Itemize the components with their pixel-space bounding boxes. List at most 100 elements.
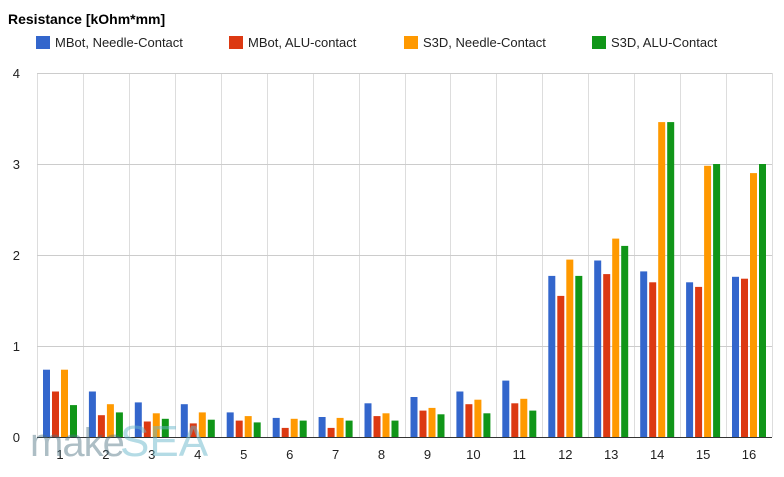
bar-series3-cat9 <box>428 407 436 437</box>
x-tick-label: 8 <box>378 447 385 462</box>
legend: MBot, Needle-Contact MBot, ALU-contact S3D… <box>36 35 718 50</box>
bar-series1-cat9 <box>410 397 418 437</box>
legend-swatch-3 <box>404 36 418 49</box>
bar-series4-cat11 <box>529 410 537 437</box>
bar-series2-cat8 <box>373 416 381 437</box>
bar-series3-cat7 <box>336 417 344 437</box>
grid <box>37 73 773 438</box>
x-tick-label: 11 <box>513 447 527 462</box>
bar-series2-cat3 <box>143 421 151 437</box>
y-tick-label: 0 <box>13 430 20 445</box>
x-tick-label: 6 <box>286 447 293 462</box>
bar-series2-cat13 <box>603 274 611 437</box>
y-tick-label: 1 <box>13 339 20 354</box>
bar-series3-cat16 <box>750 173 757 437</box>
bar-series3-cat10 <box>474 399 482 437</box>
bar-series3-cat12 <box>566 259 574 437</box>
bar-series4-cat6 <box>299 420 307 437</box>
bar-series4-cat8 <box>391 420 399 437</box>
x-tick-label: 13 <box>604 447 618 462</box>
bar-series3-cat13 <box>612 238 620 437</box>
legend-label-3: S3D, Needle-Contact <box>423 35 546 50</box>
bar-series4-cat15 <box>713 164 721 437</box>
y-axis: 0 1 2 3 4 <box>13 66 20 445</box>
bar-series4-cat12 <box>575 275 583 437</box>
bar-series2-cat12 <box>557 295 565 437</box>
bar-series4-cat5 <box>253 422 261 437</box>
bar-series4-cat2 <box>115 412 123 437</box>
chart-title: Resistance [kOhm*mm] <box>8 11 165 27</box>
x-axis: 1 2 3 4 5 6 7 8 9 10 11 12 13 14 15 16 <box>56 447 756 462</box>
bar-series1-cat2 <box>88 391 96 437</box>
bar-series4-cat7 <box>345 420 353 437</box>
x-tick-label: 7 <box>332 447 339 462</box>
bar-series1-cat4 <box>180 404 188 437</box>
bars <box>43 122 766 438</box>
bar-series1-cat3 <box>134 402 142 437</box>
bar-series3-cat3 <box>152 413 160 437</box>
bar-series2-cat10 <box>465 404 473 437</box>
bar-series1-cat5 <box>226 412 234 437</box>
bar-series2-cat11 <box>511 403 519 437</box>
bar-series1-cat14 <box>640 271 648 437</box>
x-tick-label: 2 <box>102 447 109 462</box>
bar-series2-cat1 <box>52 391 59 437</box>
legend-swatch-4 <box>592 36 606 49</box>
bar-series2-cat9 <box>419 410 427 437</box>
bar-series4-cat14 <box>667 122 675 437</box>
bar-series2-cat2 <box>97 415 105 437</box>
y-tick-label: 2 <box>13 248 20 263</box>
x-tick-label: 9 <box>424 447 431 462</box>
x-tick-label: 16 <box>742 447 756 462</box>
legend-label-1: MBot, Needle-Contact <box>55 35 183 50</box>
bar-series3-cat14 <box>658 122 666 437</box>
y-tick-label: 4 <box>13 66 20 81</box>
bar-series2-cat5 <box>235 420 243 437</box>
bar-series4-cat4 <box>207 419 215 437</box>
bar-series3-cat6 <box>290 418 298 437</box>
bar-series4-cat10 <box>483 413 491 437</box>
bar-series4-cat1 <box>70 405 77 437</box>
watermark-text-sea: SEA <box>120 417 209 466</box>
bar-series3-cat5 <box>244 416 252 437</box>
x-tick-label: 10 <box>466 447 480 462</box>
bar-series3-cat11 <box>520 398 528 437</box>
legend-label-4: S3D, ALU-Contact <box>611 35 718 50</box>
x-tick-label: 3 <box>148 447 155 462</box>
x-tick-label: 1 <box>56 447 63 462</box>
bar-series4-cat13 <box>621 245 629 437</box>
bar-series1-cat6 <box>272 417 280 437</box>
legend-swatch-2 <box>229 36 243 49</box>
x-tick-label: 14 <box>650 447 664 462</box>
bar-series4-cat16 <box>759 164 766 437</box>
bar-series1-cat13 <box>594 260 602 437</box>
bar-series2-cat16 <box>741 278 748 437</box>
x-tick-label: 12 <box>558 447 572 462</box>
bar-series1-cat15 <box>686 282 694 437</box>
bar-series1-cat11 <box>502 380 510 437</box>
bar-series1-cat16 <box>732 276 739 437</box>
bar-series4-cat3 <box>161 418 169 437</box>
bar-series2-cat6 <box>281 427 289 437</box>
bar-series2-cat15 <box>695 286 703 437</box>
bar-series3-cat2 <box>106 404 114 437</box>
bar-series1-cat12 <box>548 275 556 437</box>
bar-series2-cat4 <box>189 423 197 437</box>
bar-series1-cat10 <box>456 391 464 437</box>
x-tick-label: 4 <box>194 447 201 462</box>
watermark-text-make: make <box>30 421 124 465</box>
bar-series1-cat1 <box>43 369 50 437</box>
bar-series3-cat1 <box>61 369 68 437</box>
bar-series3-cat8 <box>382 413 390 437</box>
x-tick-label: 15 <box>696 447 710 462</box>
bar-series3-cat4 <box>198 412 206 437</box>
x-tick-label: 5 <box>240 447 247 462</box>
bar-series2-cat7 <box>327 427 335 437</box>
bar-series1-cat8 <box>364 403 372 437</box>
legend-swatch-1 <box>36 36 50 49</box>
bar-series1-cat7 <box>318 417 326 437</box>
legend-label-2: MBot, ALU-contact <box>248 35 357 50</box>
